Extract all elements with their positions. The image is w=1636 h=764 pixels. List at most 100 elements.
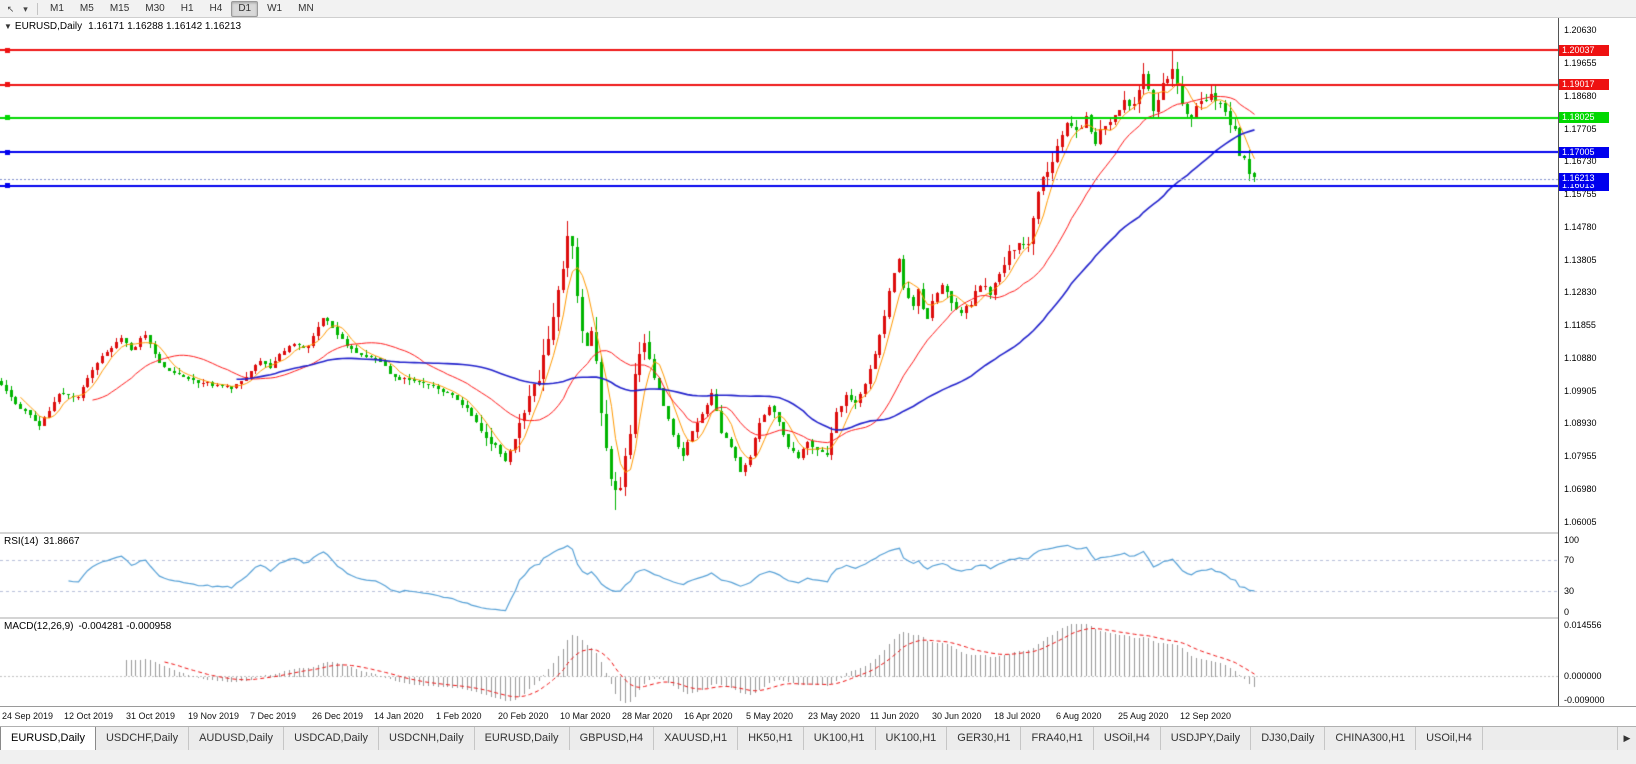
toolbar: ↖ ▾ M1 M5 M15 M30 H1 H4 D1 W1 MN	[0, 0, 1636, 18]
macd-values: -0.004281 -0.000958	[78, 621, 172, 632]
macd-name: MACD(12,26,9)	[4, 621, 74, 632]
date-label: 23 May 2020	[808, 711, 861, 721]
macd-title: MACD(12,26,9) -0.004281 -0.000958	[4, 621, 176, 632]
chart-tab-dj30-daily[interactable]: DJ30,Daily	[1251, 727, 1326, 750]
price-tick-label: 1.06980	[1564, 483, 1597, 494]
chart-tab-xauusd-h1[interactable]: XAUUSD,H1	[654, 727, 739, 750]
rsi-indicator-panel: RSI(14) 31.8667	[0, 534, 1558, 617]
date-label: 26 Dec 2019	[312, 711, 364, 721]
bid-price-tag: 1.16213	[1559, 173, 1609, 185]
date-label: 7 Dec 2019	[250, 711, 297, 721]
price-tick-label: 1.18680	[1564, 90, 1597, 101]
panel-separator[interactable]	[0, 532, 1636, 534]
macd-scale-label: -0.009000	[1564, 695, 1605, 705]
price-tick-label: 1.17705	[1564, 123, 1597, 134]
panel-separator[interactable]	[0, 617, 1636, 619]
rsi-scale-label: 100	[1564, 535, 1580, 545]
chart-title: ▼ EURUSD,Daily 1.16171 1.16288 1.16142 1.1…	[4, 21, 241, 32]
macd-canvas[interactable]	[0, 619, 1558, 706]
rsi-canvas[interactable]	[0, 534, 1558, 617]
chart-tab-ger30-h1[interactable]: GER30,H1	[947, 727, 1022, 750]
chart-tab-china300-h1[interactable]: CHINA300,H1	[1325, 727, 1417, 750]
price-tick-label: 1.09905	[1564, 385, 1597, 396]
toolbar-divider	[37, 2, 38, 15]
chart-tab-usdcnh-daily[interactable]: USDCNH,Daily	[379, 727, 475, 750]
price-tick-label: 1.14780	[1564, 221, 1597, 232]
date-label: 31 Oct 2019	[126, 711, 176, 721]
price-tick-label: 1.12830	[1564, 287, 1597, 298]
hline-price-tag: 1.18025	[1559, 112, 1609, 124]
rsi-value: 31.8667	[43, 536, 80, 547]
date-label: 5 May 2020	[746, 711, 794, 721]
date-label: 11 Jun 2020	[870, 711, 919, 721]
timeframe-button-d1[interactable]: D1	[231, 0, 259, 17]
date-label: 6 Aug 2020	[1056, 711, 1102, 721]
price-chart-canvas[interactable]	[0, 18, 1558, 532]
chart-tab-usdcad-daily[interactable]: USDCAD,Daily	[284, 727, 380, 750]
date-label: 14 Jan 2020	[374, 711, 424, 721]
chart-tab-uk100-h1[interactable]: UK100,H1	[875, 727, 948, 750]
toolbar-dropdown-icon[interactable]: ▾	[23, 3, 28, 14]
date-label: 12 Oct 2019	[64, 711, 114, 721]
one-click-panel-toggle-icon[interactable]: ▼	[4, 22, 12, 31]
price-tick-label: 1.11855	[1564, 320, 1596, 331]
chart-tab-gbpusd-h4[interactable]: GBPUSD,H4	[569, 727, 655, 750]
macd-indicator-panel: MACD(12,26,9) -0.004281 -0.000958	[0, 619, 1558, 706]
hline-price-tag: 1.20037	[1559, 44, 1609, 56]
macd-scale-label: 0.000000	[1564, 671, 1602, 682]
date-label: 18 Jul 2020	[994, 711, 1041, 721]
timeframe-button-w1[interactable]: W1	[267, 2, 283, 14]
time-scale[interactable]: 24 Sep 2019 12 Oct 2019 31 Oct 2019 19 Nov …	[0, 706, 1636, 726]
hline-price-tag: 1.19017	[1559, 79, 1609, 91]
tab-scroll-right-button[interactable]: ▶	[1617, 727, 1636, 750]
date-label: 20 Feb 2020	[498, 711, 549, 721]
price-tick-label: 1.15755	[1564, 189, 1597, 200]
hline-price-tag: 1.16013	[1559, 180, 1609, 192]
date-label: 19 Nov 2019	[188, 711, 240, 721]
date-label: 12 Sep 2020	[1180, 711, 1232, 721]
rsi-name: RSI(14)	[4, 536, 39, 547]
status-bar	[0, 750, 1636, 764]
chart-tab-eurusd-daily[interactable]: EURUSD,Daily	[0, 727, 96, 750]
price-scale[interactable]: 1.20630 1.19655 1.18680 1.17705 1.16730 1.157…	[1558, 18, 1636, 706]
timeframe-button-h4[interactable]: H4	[209, 2, 223, 14]
date-label: 25 Aug 2020	[1118, 711, 1169, 721]
chart-tab-audusd-daily[interactable]: AUDUSD,Daily	[189, 727, 285, 750]
cursor-icon[interactable]: ↖	[6, 3, 15, 14]
chart-tabs-bar: EURUSD,Daily USDCHF,Daily AUDUSD,Daily USDC…	[0, 726, 1636, 750]
timeframe-button-m30[interactable]: M30	[145, 2, 165, 14]
price-tick-label: 1.10880	[1564, 352, 1597, 363]
rsi-scale-label: 0	[1564, 607, 1570, 617]
timeframe-button-m15[interactable]: M15	[109, 2, 130, 14]
price-tick-label: 1.20630	[1564, 25, 1597, 36]
main-chart-panel: ▼ EURUSD,Daily 1.16171 1.16288 1.16142 1.1…	[0, 18, 1558, 532]
timeframe-button-h1[interactable]: H1	[180, 2, 194, 14]
price-tick-label: 1.16730	[1564, 156, 1597, 167]
price-tick-label: 1.08930	[1564, 418, 1597, 429]
chart-tab-eurusd-daily[interactable]: EURUSD,Daily	[474, 727, 570, 750]
price-tick-label: 1.07955	[1564, 451, 1597, 462]
timeframe-button-mn[interactable]: MN	[298, 2, 314, 14]
price-tick-label: 1.06005	[1564, 516, 1597, 527]
price-tick-label: 1.13805	[1564, 254, 1597, 265]
rsi-title: RSI(14) 31.8667	[4, 536, 85, 547]
chart-tab-usoil-h4[interactable]: USOil,H4	[1093, 727, 1161, 750]
chart-tab-fra40-h1[interactable]: FRA40,H1	[1021, 727, 1094, 750]
date-label: 28 Mar 2020	[622, 711, 673, 721]
chart-tab-usdjpy-daily[interactable]: USDJPY,Daily	[1160, 727, 1252, 750]
chart-tab-usoil-h4[interactable]: USOil,H4	[1416, 727, 1483, 750]
timeframe-group: M1 M5 M15 M30 H1 H4 D1 W1 MN	[42, 0, 322, 17]
chart-symbol-label: EURUSD,Daily	[14, 21, 83, 32]
date-label: 16 Apr 2020	[684, 711, 733, 721]
chart-tab-uk100-h1[interactable]: UK100,H1	[803, 727, 876, 750]
rsi-scale-label: 30	[1564, 586, 1575, 597]
price-tick-label: 1.19655	[1564, 58, 1597, 69]
chart-tab-usdchf-daily[interactable]: USDCHF,Daily	[95, 727, 190, 750]
date-label: 1 Feb 2020	[436, 711, 482, 721]
timeframe-button-m1[interactable]: M1	[50, 2, 64, 14]
chart-tab-hk50-h1[interactable]: HK50,H1	[738, 727, 804, 750]
hline-price-tag: 1.17005	[1559, 146, 1609, 158]
chart-ohlc-values: 1.16171 1.16288 1.16142 1.16213	[88, 21, 242, 32]
timeframe-button-m5[interactable]: M5	[79, 2, 94, 14]
date-label: 10 Mar 2020	[560, 711, 611, 721]
